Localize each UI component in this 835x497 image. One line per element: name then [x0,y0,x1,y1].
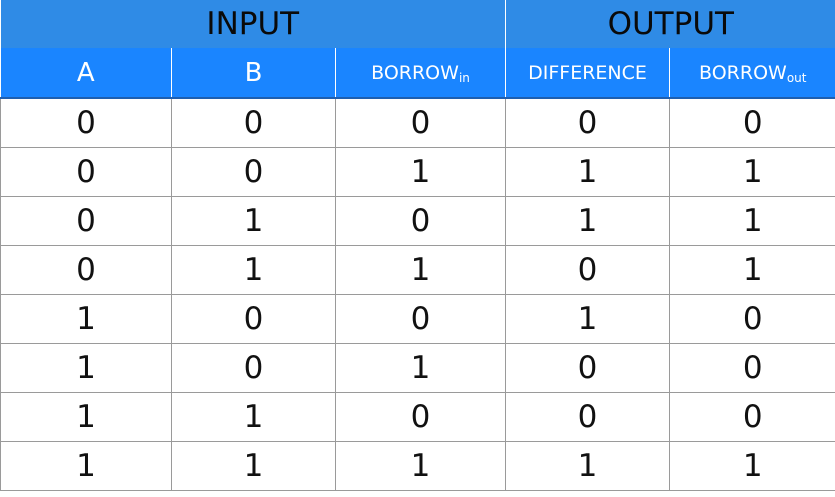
cell-difference: 0 [505,343,671,393]
cell-difference: 1 [505,147,671,197]
borrow-out-subscript: out [786,70,807,85]
input-group-header: INPUT [0,0,507,48]
cell-borrow-out: 1 [669,441,835,491]
column-header-a: A [0,48,172,99]
cell-a: 0 [0,245,172,295]
cell-borrow-in: 1 [335,147,507,197]
cell-borrow-out: 0 [669,294,835,344]
cell-difference: 1 [505,441,671,491]
cell-difference: 1 [505,196,671,246]
cell-b: 1 [171,196,336,246]
cell-borrow-in: 0 [335,294,507,344]
group-header-row: INPUT OUTPUT [0,0,835,48]
cell-b: 0 [171,98,336,148]
cell-difference: 0 [505,245,671,295]
column-header-borrow-in: BORROWin [335,48,507,99]
cell-a: 1 [0,441,172,491]
cell-borrow-out: 0 [669,392,835,442]
output-group-header: OUTPUT [505,0,835,48]
cell-difference: 0 [505,392,671,442]
column-header-borrow-out: BORROWout [669,48,835,99]
cell-borrow-out: 0 [669,98,835,148]
cell-borrow-in: 1 [335,343,507,393]
cell-a: 1 [0,343,172,393]
cell-difference: 1 [505,294,671,344]
column-header-b: B [171,48,336,99]
cell-borrow-in: 0 [335,196,507,246]
cell-borrow-in: 0 [335,98,507,148]
borrow-in-label: BORROW [371,61,459,84]
borrow-in-subscript: in [458,70,470,85]
cell-b: 0 [171,294,336,344]
cell-borrow-out: 1 [669,196,835,246]
cell-a: 0 [0,196,172,246]
cell-borrow-in: 1 [335,441,507,491]
cell-b: 1 [171,392,336,442]
column-header-difference: DIFFERENCE [505,48,671,99]
cell-difference: 0 [505,98,671,148]
cell-b: 1 [171,441,336,491]
cell-b: 0 [171,343,336,393]
cell-a: 0 [0,147,172,197]
column-header-row: A B BORROWin DIFFERENCE BORROWout [0,48,835,99]
borrow-out-label: BORROW [699,61,787,84]
cell-a: 1 [0,294,172,344]
cell-borrow-out: 1 [669,147,835,197]
cell-borrow-out: 1 [669,245,835,295]
cell-a: 0 [0,98,172,148]
cell-borrow-out: 0 [669,343,835,393]
cell-a: 1 [0,392,172,442]
cell-borrow-in: 1 [335,245,507,295]
cell-borrow-in: 0 [335,392,507,442]
cell-b: 0 [171,147,336,197]
cell-b: 1 [171,245,336,295]
